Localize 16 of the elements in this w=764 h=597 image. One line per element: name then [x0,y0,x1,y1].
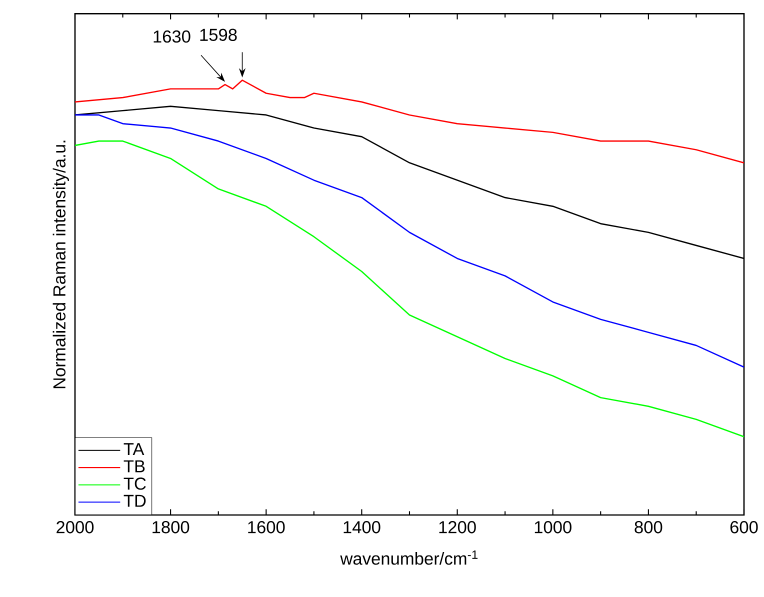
x-tick-label: 2000 [56,521,94,534]
annotation: 1630 [154,30,190,43]
y-axis-title: Normalized Raman intensity/a.u. [52,140,69,388]
legend-label: TB [124,460,145,472]
x-tick-label: 1400 [344,521,380,534]
x-tick-label: 1200 [439,521,476,534]
x-tick-label: 800 [634,521,662,534]
x-axis-title: wavenumber/cm$^{-1}$ [340,550,478,565]
x-tick-label: 1000 [534,521,572,534]
x-tick-label: 1600 [248,521,285,534]
annotation: 1598 [200,28,237,41]
x-tick-label: 600 [730,521,758,534]
legend-label: TD [124,494,146,507]
x-tick-label: 1800 [152,521,190,534]
legend-label: TC [124,478,146,490]
legend-label: TA [124,443,144,456]
